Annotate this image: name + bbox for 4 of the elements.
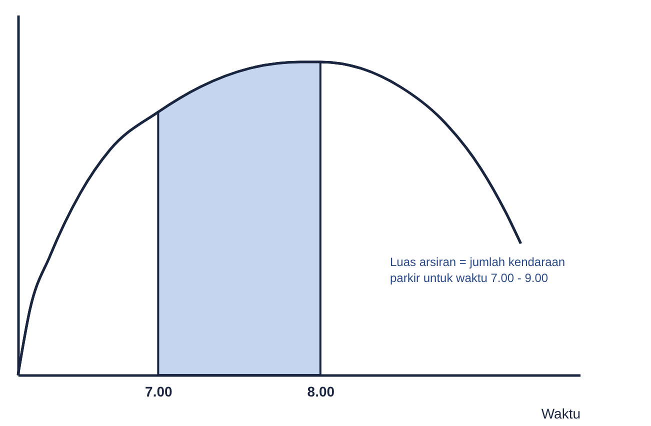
annotation: Luas arsiran = jumlah kendaraan parkir untuk waktu 7.00 - 9.00 bbox=[390, 255, 566, 285]
x-tick-label: 8.00 bbox=[307, 384, 335, 400]
x-axis-title: Waktu bbox=[541, 406, 580, 422]
x-tick-label: 7.00 bbox=[145, 384, 173, 400]
